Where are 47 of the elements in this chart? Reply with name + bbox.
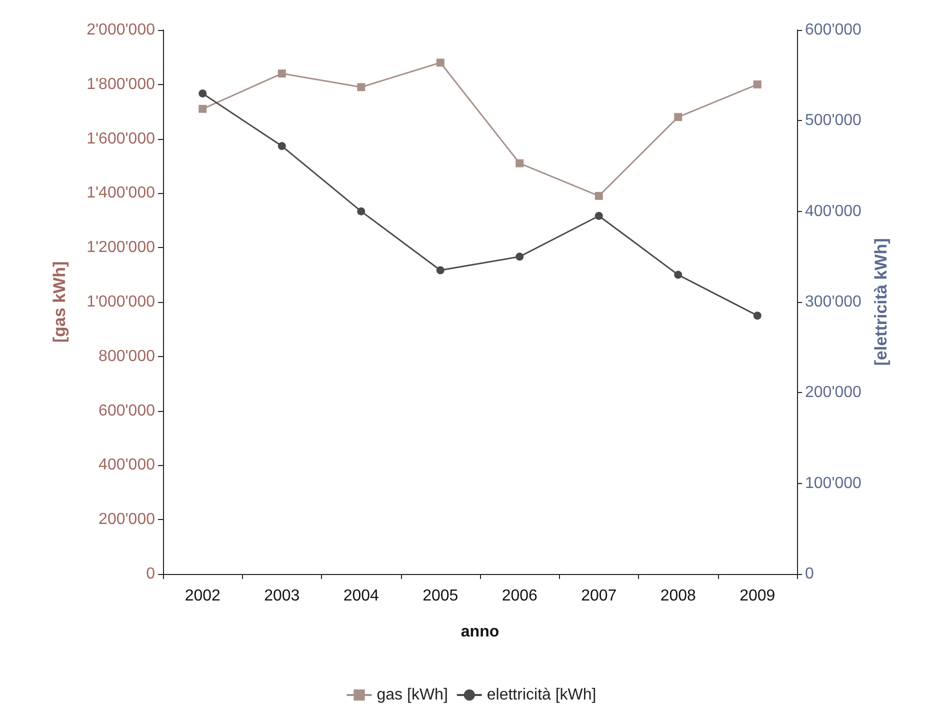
x-tick-label: 2007: [581, 588, 617, 604]
x-tick-label: 2003: [264, 588, 300, 604]
y-tick-label: 600'000: [98, 402, 156, 420]
y-tick-label: 1'000'000: [86, 294, 156, 310]
y2-tick-label: 500'000: [805, 112, 862, 130]
y2-tick-label: 100'000: [805, 474, 862, 492]
y-tick-label: 0: [146, 566, 156, 582]
y-tick-label: 1'800'000: [86, 76, 156, 93]
x-tick-label: 2005: [422, 588, 458, 604]
point: [594, 192, 603, 200]
point: [516, 159, 524, 168]
point: [198, 89, 207, 98]
point: [278, 142, 286, 150]
legend-label: elettricità [kWh]: [486, 686, 596, 704]
x-tick-label: 2002: [184, 588, 221, 604]
point: [278, 70, 286, 78]
point: [594, 212, 603, 220]
y-tick-label: 1'200'000: [86, 239, 156, 256]
y2-tick-label: 600'000: [805, 22, 862, 38]
y-tick-label: 400'000: [98, 456, 156, 474]
y-tick-label: 1'400'000: [86, 184, 156, 202]
point: [674, 113, 682, 122]
y2-tick-label: 200'000: [805, 384, 862, 402]
y-tick-label: 1'600'000: [86, 130, 156, 148]
x-tick-label: 2004: [343, 588, 380, 604]
y2-tick-label: 0: [805, 566, 814, 582]
y-tick-label: 200'000: [98, 511, 156, 528]
point: [357, 207, 366, 216]
point: [753, 80, 762, 88]
y2-axis-title: [elettricità kWh]: [871, 238, 890, 366]
x-tick-label: 2006: [502, 588, 538, 604]
point: [436, 58, 444, 67]
point: [674, 270, 682, 279]
point: [436, 266, 444, 274]
x-tick-label: 2009: [740, 588, 776, 604]
point: [198, 104, 207, 113]
x-tick-label: 2008: [660, 588, 696, 604]
y2-tick-label: 300'000: [805, 294, 862, 310]
legend-label: gas [kWh]: [376, 686, 448, 704]
point: [357, 83, 366, 92]
y-tick-label: 2'000'000: [86, 22, 156, 38]
y-tick-label: 800'000: [98, 348, 156, 365]
y-axis-title: [gas kWh]: [50, 261, 69, 343]
x-axis-title: anno: [460, 624, 500, 640]
point: [753, 312, 762, 320]
point: [516, 252, 524, 261]
y2-tick-label: 400'000: [805, 202, 862, 220]
